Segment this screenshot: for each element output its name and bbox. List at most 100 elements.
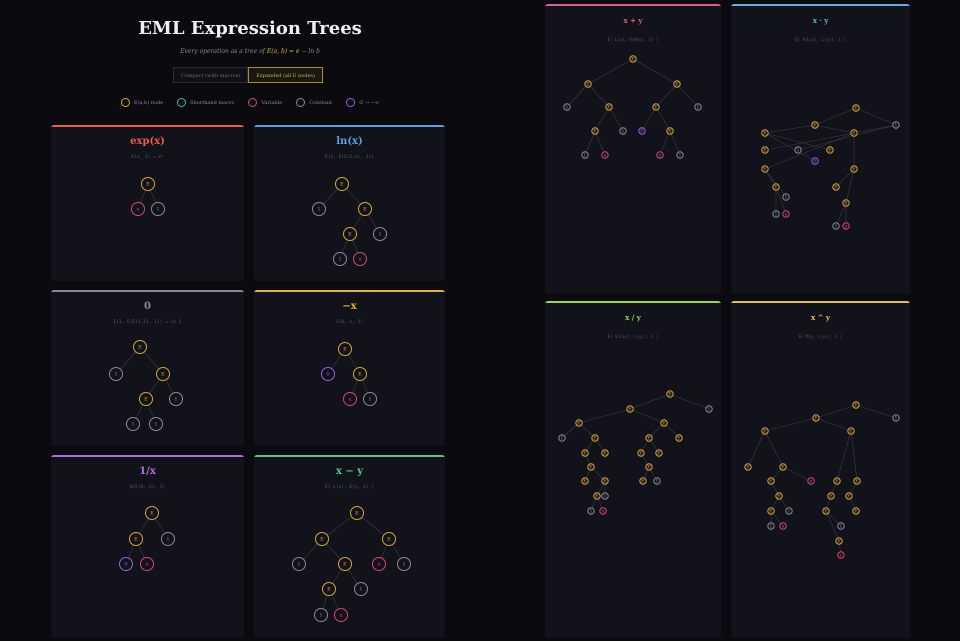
tree-edge xyxy=(561,422,580,439)
tree-edge xyxy=(655,83,678,108)
tree-edge xyxy=(845,168,855,204)
tree-edge xyxy=(608,106,624,132)
subtitle-prefix: Every operation as a tree of xyxy=(180,48,265,55)
eml-node: E xyxy=(145,506,159,520)
svg-text:E: E xyxy=(781,464,785,470)
svg-text:1: 1 xyxy=(784,194,787,200)
svg-text:E: E xyxy=(854,402,858,408)
svg-text:E: E xyxy=(657,450,661,456)
legend-item-constant: Constant xyxy=(296,98,332,107)
eml-node: E xyxy=(645,463,653,471)
constant-node: 1 xyxy=(149,417,163,431)
constant-node: 1 xyxy=(151,202,165,216)
svg-text:E: E xyxy=(763,147,767,153)
svg-text:x: x xyxy=(359,256,362,262)
svg-text:1: 1 xyxy=(368,396,371,402)
svg-text:E: E xyxy=(763,428,767,434)
svg-text:E: E xyxy=(628,406,632,412)
svg-text:E: E xyxy=(641,478,645,484)
eml-node: E xyxy=(852,104,860,112)
tree-edge xyxy=(669,393,710,410)
svg-text:E: E xyxy=(150,510,154,516)
tree-edge xyxy=(764,124,816,134)
eml-node: E xyxy=(842,199,850,207)
eml-node: E xyxy=(853,477,861,485)
legend-item-variable: Variable xyxy=(248,98,282,107)
eml-node: E xyxy=(139,392,153,406)
view-toggle: Compact (with macros) Expanded (all E no… xyxy=(173,67,323,83)
svg-text:E: E xyxy=(834,184,838,190)
eml-node: E xyxy=(767,477,775,485)
svg-text:E: E xyxy=(589,464,593,470)
svg-text:E: E xyxy=(583,450,587,456)
eml-node: E xyxy=(772,183,780,191)
subtitle-formula: E(a, b) = e xyxy=(266,48,300,55)
eml-node: E xyxy=(652,103,660,111)
svg-text:E: E xyxy=(854,105,858,111)
card-formula: N(E(0, x), 1) xyxy=(129,485,166,490)
constant-node: 1 xyxy=(373,227,387,241)
tree-edge xyxy=(836,430,852,482)
eml-node: E xyxy=(811,121,819,129)
tree-edge xyxy=(764,124,897,151)
svg-text:1: 1 xyxy=(834,223,837,229)
svg-text:E: E xyxy=(343,561,347,567)
tree-edge xyxy=(814,107,857,126)
constant-node: 1 xyxy=(333,252,347,266)
svg-text:E: E xyxy=(774,184,778,190)
toggle-compact-button[interactable]: Compact (with macros) xyxy=(173,67,249,83)
card-accent-bar xyxy=(545,301,721,303)
eml-node: E xyxy=(581,449,589,457)
expression-tree: E E 1 E E E E E x E E E E E E 1 E E 1 x 1 Ey xyxy=(744,401,900,559)
eml-node: E xyxy=(584,80,592,88)
eml-node: E xyxy=(358,202,372,216)
svg-text:x: x xyxy=(349,396,352,402)
eml-node: E xyxy=(675,434,683,442)
constant-swatch-icon xyxy=(296,98,306,107)
expression-tree: E 1 E E 1 1 x xyxy=(312,177,387,266)
expression-tree: E E E 1 E E 1 E 1 0 E 1 x y 1 xyxy=(563,55,702,159)
toggle-expanded-button[interactable]: Expanded (all E nodes) xyxy=(248,67,323,83)
eml-node: E xyxy=(639,477,647,485)
constant-node: 1 xyxy=(363,392,377,406)
eml-node-swatch-icon xyxy=(120,98,130,107)
eml-node: E xyxy=(761,427,769,435)
eml-node: E xyxy=(761,165,769,173)
svg-text:E: E xyxy=(844,200,848,206)
tree-edge xyxy=(321,512,358,540)
tree-edge xyxy=(669,130,681,156)
eml-node: E xyxy=(156,367,170,381)
eml-node: E xyxy=(315,532,329,546)
svg-text:x: x xyxy=(137,206,140,212)
eml-node: E xyxy=(666,390,674,398)
svg-text:E: E xyxy=(343,346,347,352)
svg-text:y: y xyxy=(844,223,848,229)
macro-swatch-icon xyxy=(177,98,187,107)
card-formula: E( S(L(x), L(y)), 1 ) xyxy=(607,334,659,339)
eml-node: E xyxy=(629,55,637,63)
constant-node: 1 xyxy=(397,557,411,571)
svg-text:E: E xyxy=(746,464,750,470)
tree-edge xyxy=(587,58,634,85)
svg-text:1: 1 xyxy=(378,231,381,237)
svg-text:1: 1 xyxy=(166,536,169,542)
tree-edge xyxy=(747,430,766,468)
svg-text:1: 1 xyxy=(359,586,362,592)
svg-text:E: E xyxy=(603,478,607,484)
svg-text:x: x xyxy=(146,561,149,567)
expression-tree: E 0 Ex 1 xyxy=(321,342,377,406)
tree-edge xyxy=(659,130,671,156)
constant-node: 1 xyxy=(601,492,609,500)
svg-text:1: 1 xyxy=(338,256,341,262)
eml-node: E xyxy=(350,506,364,520)
eml-node: E xyxy=(593,492,601,500)
svg-text:E: E xyxy=(355,510,359,516)
card-accent-bar xyxy=(51,290,244,292)
variable-node: x xyxy=(353,252,367,266)
svg-text:E: E xyxy=(595,493,599,499)
variable-node: y xyxy=(842,222,850,230)
variable-node: x xyxy=(779,522,787,530)
svg-text:0: 0 xyxy=(813,158,816,164)
variable-node: x xyxy=(601,151,609,159)
